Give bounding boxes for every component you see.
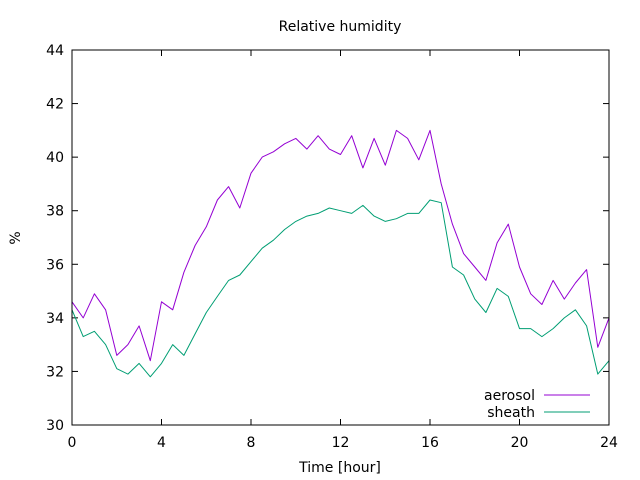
series-layer — [71, 129, 610, 378]
y-tick-label: 30 — [46, 418, 64, 434]
x-tick-label: 12 — [332, 435, 350, 451]
y-tick-label: 36 — [46, 257, 64, 273]
y-axis-label: % — [8, 231, 24, 244]
x-tick-label: 24 — [600, 435, 618, 451]
x-tick-label: 0 — [68, 435, 77, 451]
plot-frame — [71, 49, 610, 426]
legend-label-aerosol: aerosol — [484, 388, 535, 404]
x-tick-label: 20 — [511, 435, 529, 451]
y-tick-label: 42 — [46, 97, 64, 113]
x-tick-label: 8 — [247, 435, 256, 451]
y-tick-label: 44 — [46, 43, 64, 59]
series-line-sheath — [71, 199, 610, 378]
legend-label-sheath: sheath — [487, 405, 535, 421]
x-axis-label: Time [hour] — [298, 460, 381, 476]
y-axis: 30 32 34 36 38 40 42 44 — [46, 43, 609, 434]
x-tick-label: 16 — [421, 435, 439, 451]
y-tick-label: 32 — [46, 364, 64, 380]
series-line-aerosol — [71, 129, 610, 362]
y-tick-label: 40 — [46, 150, 64, 166]
chart-title: Relative humidity — [279, 19, 402, 35]
y-tick-label: 38 — [46, 204, 64, 220]
x-axis: 0 4 8 12 16 20 24 — [68, 50, 618, 451]
y-tick-label: 34 — [46, 311, 64, 327]
x-tick-label: 4 — [157, 435, 166, 451]
